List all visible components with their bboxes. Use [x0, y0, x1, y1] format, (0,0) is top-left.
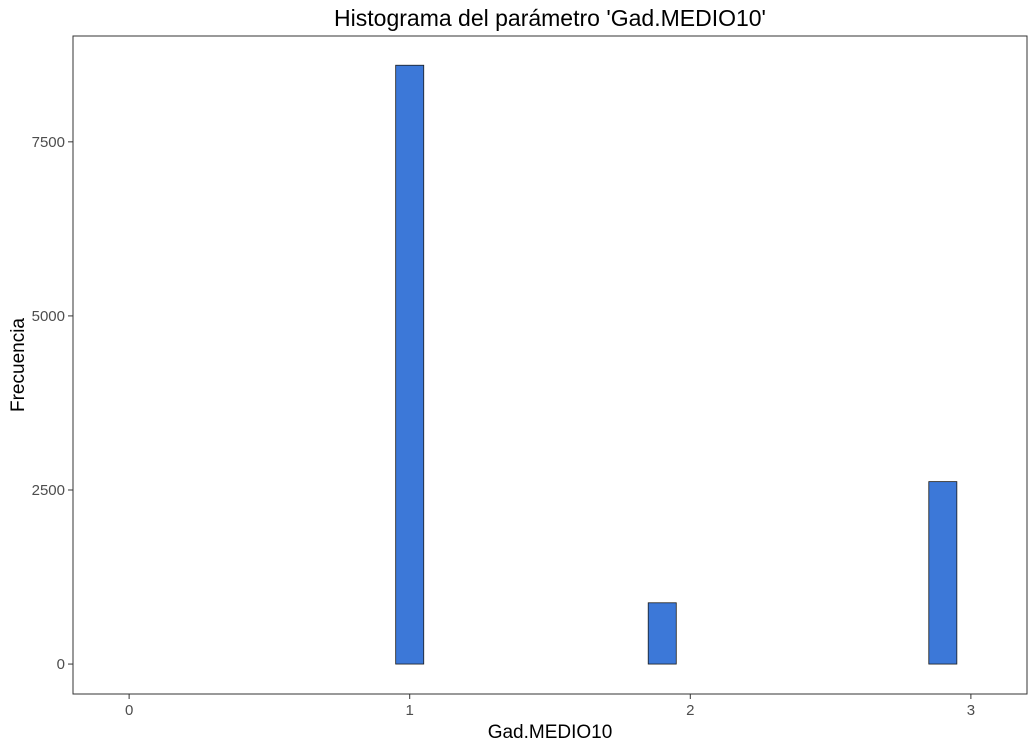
- x-axis-ticks: 0 1 2 3: [125, 694, 975, 719]
- histogram-bar: [928, 481, 958, 665]
- y-tick-label: 5000: [32, 308, 65, 325]
- x-tick-label: 2: [686, 702, 694, 719]
- bars-group: [395, 64, 958, 665]
- y-tick-label: 7500: [32, 134, 65, 151]
- chart-title: Histograma del parámetro 'Gad.MEDIO10': [334, 5, 766, 31]
- x-tick-label: 0: [125, 702, 133, 719]
- histogram-bar: [647, 602, 677, 665]
- y-tick-label: 0: [57, 656, 65, 673]
- x-tick-label: 1: [406, 702, 414, 719]
- plot-panel-border: [72, 35, 1028, 695]
- x-tick-label: 3: [967, 702, 975, 719]
- y-tick-label: 2500: [32, 482, 65, 499]
- y-axis-title: Frecuencia: [8, 318, 29, 412]
- histogram-bar: [395, 64, 425, 665]
- y-axis-ticks: 0 2500 5000 7500: [32, 134, 73, 673]
- x-axis-title: Gad.MEDIO10: [488, 722, 613, 743]
